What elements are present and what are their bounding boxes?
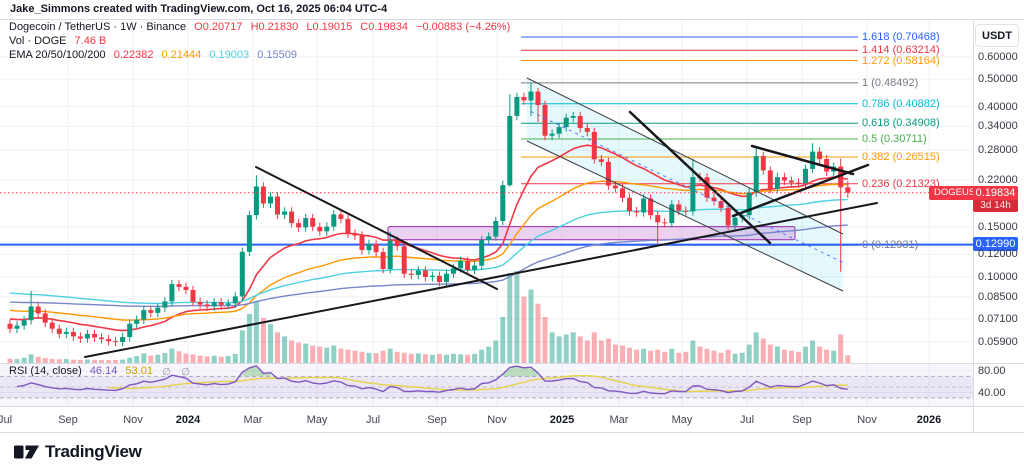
rsi-value: 46.14 xyxy=(89,365,118,377)
attribution-bar: Jake_Simmons created with TradingView.co… xyxy=(0,0,1024,19)
time-axis-tick: 2025 xyxy=(549,414,575,426)
fib-level-label: 0.786 (0.40882) xyxy=(862,98,940,110)
time-axis-tick: Nov xyxy=(857,414,877,426)
time-axis-tick: Sep xyxy=(792,414,812,426)
time-axis-tick: Nov xyxy=(123,414,143,426)
time-axis-tick: Jul xyxy=(365,414,381,426)
rsi-source-toggle-icon[interactable]: ∅ xyxy=(162,367,171,378)
volume-label: Vol · DOGE xyxy=(9,35,67,47)
ema20-value: 0.22382 xyxy=(113,49,154,61)
horizontal-line-price-badge: 0.12990 xyxy=(973,236,1018,251)
time-axis-tick: Mar xyxy=(609,414,629,426)
ohlc-open: O0.20717 xyxy=(194,21,243,33)
price-axis-tick: 0.60000 xyxy=(978,51,1018,63)
price-axis-tick: 0.05900 xyxy=(978,336,1018,348)
time-axis-tick: 2026 xyxy=(916,414,942,426)
last-price-badge: 0.19834 3d 14h xyxy=(973,185,1018,212)
rsi-label: RSI (14, close) xyxy=(9,365,82,377)
time-axis-tick: Nov xyxy=(487,414,507,426)
tradingview-logo[interactable]: TradingView xyxy=(14,442,142,462)
rsi-axis-tick: 40.00 xyxy=(978,387,1006,399)
ohlc-change: −0.00883 (−4.26%) xyxy=(416,21,511,33)
fib-level-label: 1.618 (0.70468) xyxy=(862,31,940,43)
fib-level-label: 0.382 (0.26515) xyxy=(862,151,940,163)
fib-level-label: 1.414 (0.63214) xyxy=(862,44,940,56)
ema50-value: 0.21444 xyxy=(161,49,202,61)
ema200-value: 0.15509 xyxy=(257,49,297,61)
time-axis-tick: Jul xyxy=(0,414,13,426)
volume-legend-row: Vol · DOGE 7.46 B xyxy=(9,35,111,47)
fib-level-label: 1 (0.48492) xyxy=(862,77,919,89)
price-axis-tick: 0.22000 xyxy=(978,174,1018,186)
time-axis-tick: May xyxy=(671,414,693,426)
bar-countdown: 3d 14h xyxy=(973,199,1018,212)
symbol-name[interactable]: Dogecoin / TetherUS · 1W · Binance xyxy=(9,21,187,33)
time-axis-tick: May xyxy=(306,414,328,426)
price-axis-tick: 0.15000 xyxy=(978,221,1018,233)
tradingview-logo-icon xyxy=(14,445,39,459)
attribution-text[interactable]: Jake_Simmons created with TradingView.co… xyxy=(10,3,388,15)
price-axis-tick: 0.07100 xyxy=(978,313,1018,325)
time-axis-tick: Sep xyxy=(58,414,78,426)
tradingview-logo-text: TradingView xyxy=(45,442,142,461)
fib-level-label: 0 (0.12931) xyxy=(862,239,919,251)
time-axis-tick: Sep xyxy=(427,414,447,426)
rsi-ma-value: 53.01 xyxy=(125,365,153,377)
currency-pill: USDT xyxy=(975,24,1019,47)
ema100-value: 0.19003 xyxy=(209,49,250,61)
last-price-value: 0.19834 xyxy=(973,185,1018,200)
footer: TradingView xyxy=(0,433,1024,473)
time-axis-tick: 2024 xyxy=(175,414,201,426)
rsi-legend-row: RSI (14, close) 46.14 53.01 ∅ ∅ xyxy=(9,365,196,378)
fib-level-label: 0.236 (0.21323) xyxy=(862,178,940,190)
fib-level-label: 0.618 (0.34908) xyxy=(862,117,940,129)
price-axis-tick: 0.50000 xyxy=(978,73,1018,85)
price-axis-tick: 0.08500 xyxy=(978,291,1018,303)
ema-label: EMA 20/50/100/200 xyxy=(9,49,106,61)
fib-level-label: 0.5 (0.30711) xyxy=(862,133,927,145)
price-axis-tick: 0.34000 xyxy=(978,120,1018,132)
ohlc-high: H0.21830 xyxy=(250,21,299,33)
rsi-smoothing-toggle-icon[interactable]: ∅ xyxy=(181,367,190,378)
ohlc-close: C0.19834 xyxy=(360,21,409,33)
symbol-legend-row: Dogecoin / TetherUS · 1W · Binance O0.20… xyxy=(9,21,515,33)
price-axis-tick: 0.40000 xyxy=(978,101,1018,113)
time-axis-tick: Jul xyxy=(739,414,755,426)
price-axis-tick: 0.10000 xyxy=(978,271,1018,283)
ema-legend-row: EMA 20/50/100/200 0.22382 0.21444 0.1900… xyxy=(9,49,302,61)
price-axis-tick: 0.28000 xyxy=(978,144,1018,156)
price-axis-tick: 0.12000 xyxy=(978,248,1018,260)
time-axis-tick: Mar xyxy=(243,414,263,426)
fib-level-label: 1.272 (0.58164) xyxy=(862,55,940,67)
ohlc-low: L0.19015 xyxy=(306,21,353,33)
rsi-axis-tick: 80.00 xyxy=(978,365,1006,377)
volume-value: 7.46 B xyxy=(74,35,107,47)
